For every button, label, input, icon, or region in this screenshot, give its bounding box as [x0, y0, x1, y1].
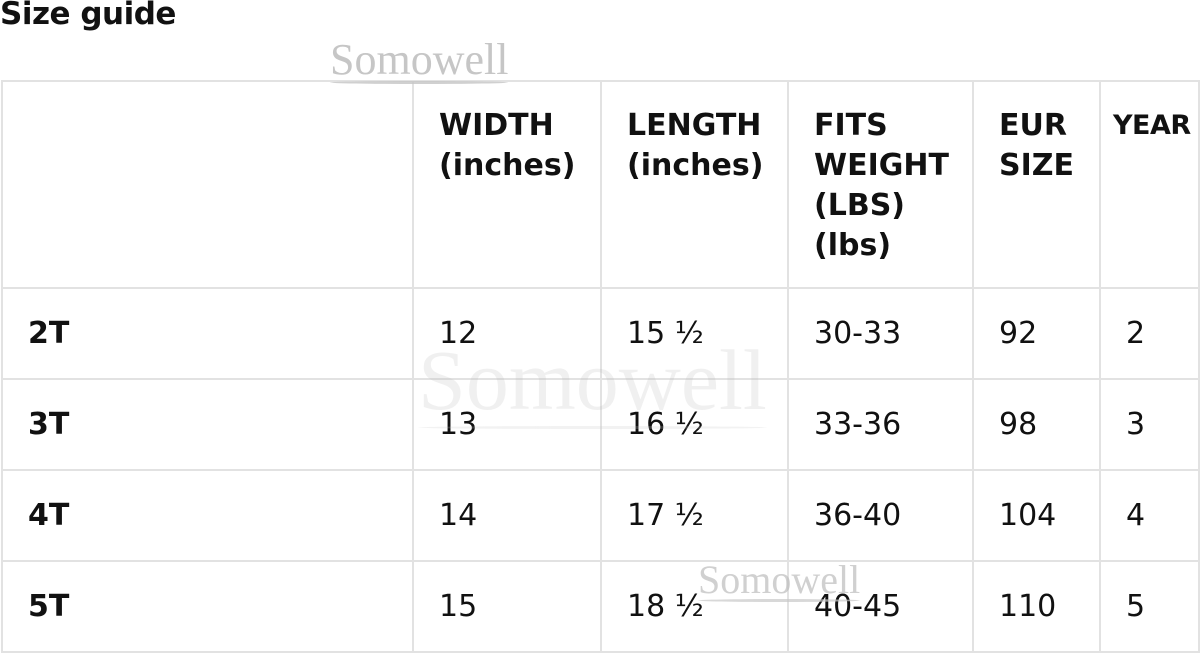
size-guide-table: WIDTH (inches) LENGTH (inches) FITS WEIG… — [1, 80, 1200, 653]
cell-fits-weight: 30-33 — [787, 287, 974, 380]
cell-eur-size: 92 — [972, 287, 1101, 380]
cell-length: 18 ½ — [600, 560, 789, 653]
cell-size: 5T — [1, 560, 414, 653]
cell-size: 3T — [1, 378, 414, 471]
header-eur-size: EUR SIZE — [972, 80, 1101, 289]
cell-eur-size: 104 — [972, 469, 1101, 562]
watermark-logo: Somowell — [330, 34, 509, 84]
watermark-text: Somowell — [330, 35, 509, 84]
cell-year: 5 — [1099, 560, 1200, 653]
cell-size: 4T — [1, 469, 414, 562]
table-row: 3T 13 16 ½ 33-36 98 3 — [1, 378, 1200, 471]
cell-eur-size: 98 — [972, 378, 1101, 471]
cell-year: 3 — [1099, 378, 1200, 471]
cell-length: 15 ½ — [600, 287, 789, 380]
cell-width: 15 — [412, 560, 602, 653]
header-length: LENGTH (inches) — [600, 80, 789, 289]
page-title: Size guide — [0, 0, 176, 32]
cell-length: 16 ½ — [600, 378, 789, 471]
cell-fits-weight: 40-45 — [787, 560, 974, 653]
table-row: 2T 12 15 ½ 30-33 92 2 — [1, 287, 1200, 380]
header-size — [1, 80, 414, 289]
cell-year: 4 — [1099, 469, 1200, 562]
cell-width: 14 — [412, 469, 602, 562]
header-year: YEAR — [1099, 80, 1200, 289]
cell-width: 13 — [412, 378, 602, 471]
header-fits-weight: FITS WEIGHT (LBS) (lbs) — [787, 80, 974, 289]
cell-length: 17 ½ — [600, 469, 789, 562]
cell-fits-weight: 33-36 — [787, 378, 974, 471]
cell-fits-weight: 36-40 — [787, 469, 974, 562]
header-width: WIDTH (inches) — [412, 80, 602, 289]
table-row: 4T 14 17 ½ 36-40 104 4 — [1, 469, 1200, 562]
cell-eur-size: 110 — [972, 560, 1101, 653]
cell-width: 12 — [412, 287, 602, 380]
cell-year: 2 — [1099, 287, 1200, 380]
table-row: 5T 15 18 ½ 40-45 110 5 — [1, 560, 1200, 653]
cell-size: 2T — [1, 287, 414, 380]
header-row: WIDTH (inches) LENGTH (inches) FITS WEIG… — [1, 80, 1200, 289]
